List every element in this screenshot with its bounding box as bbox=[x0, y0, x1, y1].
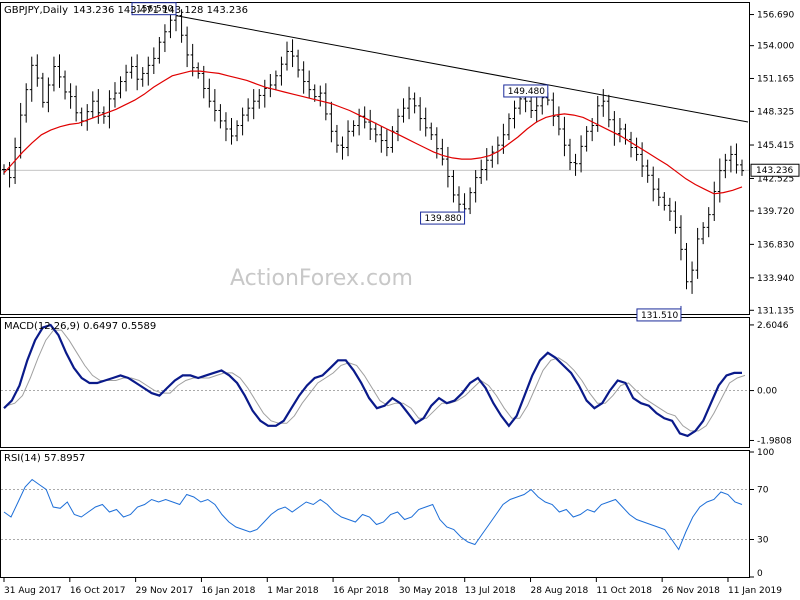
macd-panel-frame bbox=[0, 317, 750, 448]
rsi-tick-label: 100 bbox=[757, 448, 774, 458]
symbol-label: GBPJPY,Daily bbox=[4, 5, 68, 16]
rsi-axis: 100 70 30 0 bbox=[750, 448, 774, 579]
x-tick-label: 16 Jan 2018 bbox=[201, 586, 255, 596]
price-tick-label: 139.720 bbox=[757, 207, 794, 217]
ma-line bbox=[3, 70, 743, 195]
rsi-grid bbox=[1, 489, 749, 540]
annotation-label: 149.480 bbox=[508, 87, 545, 97]
x-tick-label: 13 Jul 2018 bbox=[465, 586, 516, 596]
rsi-tick-label: 0 bbox=[757, 569, 763, 579]
price-tick-label: 131.135 bbox=[757, 306, 794, 316]
trendline bbox=[175, 15, 749, 123]
macd-line bbox=[3, 323, 742, 438]
price-tick-label: 148.325 bbox=[757, 107, 794, 117]
watermark-text: ActionForex.com bbox=[230, 266, 413, 291]
x-tick-label: 16 Apr 2018 bbox=[333, 586, 389, 596]
x-tick-label: 1 Mar 2018 bbox=[267, 586, 319, 596]
current-price-label: 143.236 bbox=[756, 166, 793, 176]
macd-tick-label: 0.00 bbox=[757, 387, 777, 397]
x-tick-label: 31 Aug 2017 bbox=[4, 586, 62, 596]
annotation-label: 139.880 bbox=[425, 214, 462, 224]
price-tick-label: 154.000 bbox=[757, 42, 794, 52]
macd-axis: 2.6046 0.00 -1.9808 bbox=[750, 321, 792, 446]
annotation-label: 131.510 bbox=[641, 311, 678, 321]
rsi-label: RSI(14) 57.8957 bbox=[4, 453, 85, 464]
x-tick-label: 26 Nov 2018 bbox=[662, 586, 720, 596]
annotation-box bbox=[131, 2, 177, 16]
rsi-line bbox=[3, 478, 743, 551]
rsi-panel-frame bbox=[0, 450, 750, 578]
current-price-box bbox=[750, 163, 800, 177]
ohlc-values: 143.236 143.471 143.128 143.236 bbox=[73, 5, 248, 16]
x-tick-label: 11 Jan 2019 bbox=[728, 586, 782, 596]
annotation-box bbox=[636, 308, 682, 322]
annotation-label: 156.590 bbox=[136, 5, 173, 15]
price-tick-label: 145.415 bbox=[757, 141, 794, 151]
x-tick-label: 28 Aug 2018 bbox=[531, 586, 589, 596]
x-tick-label: 29 Nov 2017 bbox=[136, 586, 194, 596]
price-axis: 156.690 154.000 151.165 148.325 145.415 142.5… bbox=[750, 11, 800, 316]
price-tick-label: 136.830 bbox=[757, 240, 794, 250]
price-bars bbox=[2, 3, 744, 294]
price-panel-frame bbox=[0, 2, 750, 315]
rsi-tick-label: 30 bbox=[757, 536, 769, 546]
macd-label: MACD(12,26,9) 0.6497 0.5589 bbox=[4, 321, 156, 332]
rsi-tick-label: 70 bbox=[757, 486, 769, 496]
price-annotations: 156.590 149.480 139.880 131.510 bbox=[131, 2, 682, 322]
annotation-box bbox=[503, 84, 549, 98]
x-tick-label: 11 Oct 2018 bbox=[596, 586, 652, 596]
price-tick-label: 156.690 bbox=[757, 11, 794, 21]
price-tick-label: 142.525 bbox=[757, 174, 794, 184]
macd-tick-label: 2.6046 bbox=[757, 321, 789, 331]
x-tick-label: 16 Oct 2017 bbox=[70, 586, 126, 596]
price-tick-label: 133.940 bbox=[757, 274, 794, 284]
price-tick-label: 151.165 bbox=[757, 74, 794, 84]
x-axis: 31 Aug 2017 16 Oct 2017 29 Nov 2017 16 Jan … bbox=[3, 578, 782, 596]
x-tick-label: 30 May 2018 bbox=[399, 586, 458, 596]
macd-tick-label: -1.9808 bbox=[757, 436, 792, 446]
annotation-box bbox=[420, 211, 466, 225]
